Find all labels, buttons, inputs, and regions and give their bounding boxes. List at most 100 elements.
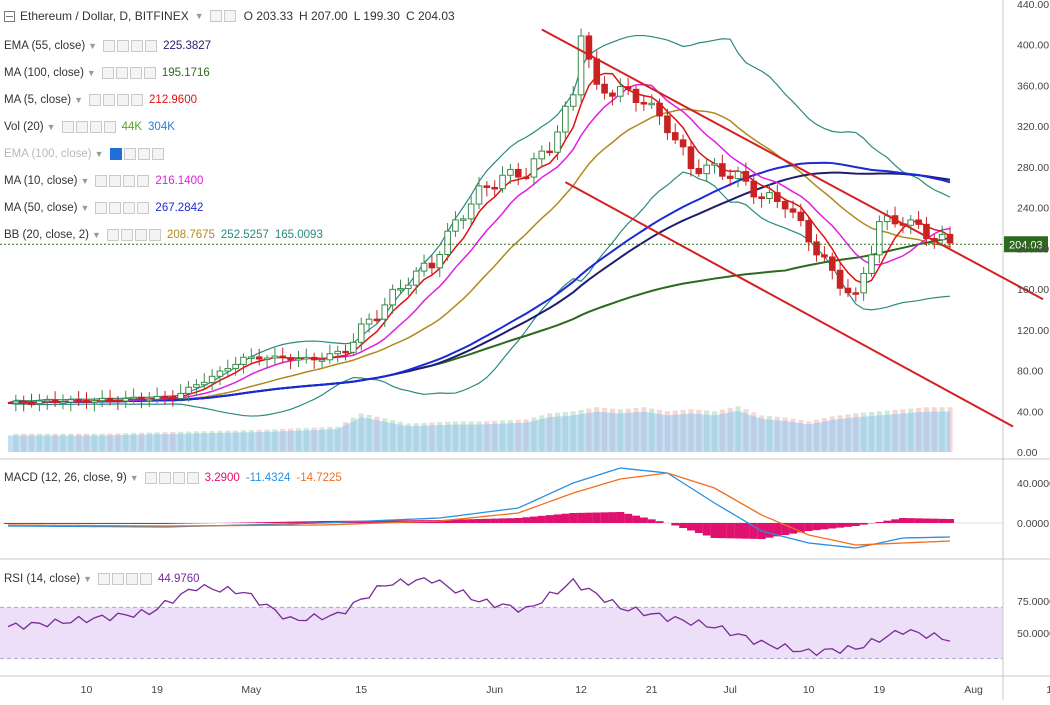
chevron-down-icon[interactable]: ▼ <box>130 473 139 483</box>
macd-histogram-bar <box>734 523 742 539</box>
legend-buttons <box>107 229 161 241</box>
chevron-down-icon[interactable]: ▼ <box>87 68 96 78</box>
eye-icon[interactable] <box>145 472 157 484</box>
chevron-down-icon[interactable]: ▼ <box>81 176 90 186</box>
eye-icon[interactable] <box>210 10 222 22</box>
gear-icon[interactable] <box>109 175 121 187</box>
macd-histogram-bar <box>687 523 695 531</box>
add-icon[interactable] <box>130 67 142 79</box>
collapse-icon[interactable] <box>4 11 15 22</box>
macd-histogram-bar <box>83 523 91 524</box>
close-icon[interactable] <box>137 175 149 187</box>
candle <box>869 255 875 274</box>
legend-row-1[interactable]: MA (100, close)▼195.1716 <box>4 65 216 81</box>
chevron-down-icon[interactable]: ▼ <box>92 230 101 240</box>
legend-row-6[interactable]: MA (50, close)▼267.2842 <box>4 200 209 216</box>
add-icon[interactable] <box>90 121 102 133</box>
macd-histogram-bar <box>459 519 467 523</box>
candle <box>343 351 349 353</box>
macd-histogram-bar <box>718 523 726 538</box>
chevron-down-icon[interactable]: ▼ <box>88 41 97 51</box>
macd-histogram-bar <box>679 523 687 528</box>
chevron-down-icon[interactable]: ▼ <box>95 149 104 159</box>
rsi-legend[interactable]: RSI (14, close)▼44.9760 <box>4 571 206 587</box>
macd-legend[interactable]: MACD (12, 26, close, 9)▼3.2900-11.4324-1… <box>4 470 348 486</box>
candle <box>539 151 545 159</box>
add-icon[interactable] <box>117 94 129 106</box>
candle <box>311 357 317 359</box>
legend-name: RSI (14, close) <box>4 573 80 585</box>
macd-histogram-bar <box>271 522 279 523</box>
candle <box>704 165 710 174</box>
eye-icon[interactable] <box>102 67 114 79</box>
candle <box>861 273 867 292</box>
candle <box>327 354 333 360</box>
gear-icon[interactable] <box>121 229 133 241</box>
candle <box>429 263 435 268</box>
eye-icon[interactable] <box>98 573 110 585</box>
add-icon[interactable] <box>173 472 185 484</box>
close-icon[interactable] <box>104 121 116 133</box>
price-tick-label: 80.00 <box>1017 366 1043 378</box>
chevron-down-icon[interactable]: ▼ <box>83 574 92 584</box>
macd-histogram-bar <box>860 523 868 525</box>
x-axis-tick-label: 19 <box>151 684 163 696</box>
legend-row-0[interactable]: EMA (55, close)▼225.3827 <box>4 38 217 54</box>
candle <box>366 319 372 324</box>
add-icon[interactable] <box>126 573 138 585</box>
gear-icon[interactable] <box>76 121 88 133</box>
chevron-down-icon[interactable]: ▼ <box>81 203 90 213</box>
add-icon[interactable] <box>135 229 147 241</box>
close-icon[interactable] <box>144 67 156 79</box>
close-icon[interactable] <box>131 94 143 106</box>
eye-icon[interactable] <box>95 202 107 214</box>
close-icon[interactable] <box>140 573 152 585</box>
legend-name: BB (20, close, 2) <box>4 229 89 241</box>
macd-histogram-bar <box>930 519 938 523</box>
legend-name: Vol (20) <box>4 121 44 133</box>
candle <box>523 177 529 179</box>
macd-histogram-bar <box>554 514 562 523</box>
chevron-down-icon[interactable]: ▼ <box>195 11 204 21</box>
legend-name: MA (50, close) <box>4 202 78 214</box>
candle <box>657 103 663 116</box>
candle <box>468 204 474 219</box>
chevron-down-icon[interactable]: ▼ <box>47 122 56 132</box>
gear-icon[interactable] <box>224 10 236 22</box>
legend-row-4[interactable]: EMA (100, close)▼ <box>4 146 170 162</box>
gear-icon[interactable] <box>109 202 121 214</box>
gear-icon[interactable] <box>103 94 115 106</box>
legend-value: 212.9600 <box>149 94 197 106</box>
gear-icon[interactable] <box>159 472 171 484</box>
candle <box>186 387 192 393</box>
close-icon[interactable] <box>187 472 199 484</box>
add-icon[interactable] <box>123 175 135 187</box>
macd-histogram-bar <box>585 513 593 523</box>
eye-icon[interactable] <box>110 148 122 160</box>
close-icon[interactable] <box>137 202 149 214</box>
gear-icon[interactable] <box>117 40 129 52</box>
add-icon[interactable] <box>131 40 143 52</box>
close-icon[interactable] <box>152 148 164 160</box>
eye-icon[interactable] <box>103 40 115 52</box>
macd-histogram-bar <box>766 523 774 538</box>
add-icon[interactable] <box>123 202 135 214</box>
eye-icon[interactable] <box>95 175 107 187</box>
gear-icon[interactable] <box>124 148 136 160</box>
legend-row-2[interactable]: MA (5, close)▼212.9600 <box>4 92 203 108</box>
legend-row-5[interactable]: MA (10, close)▼216.1400 <box>4 173 209 189</box>
candle <box>547 151 553 153</box>
add-icon[interactable] <box>138 148 150 160</box>
eye-icon[interactable] <box>107 229 119 241</box>
gear-icon[interactable] <box>112 573 124 585</box>
candle <box>249 357 255 359</box>
candle <box>578 36 584 95</box>
close-icon[interactable] <box>149 229 161 241</box>
chevron-down-icon[interactable]: ▼ <box>74 95 83 105</box>
eye-icon[interactable] <box>62 121 74 133</box>
close-icon[interactable] <box>145 40 157 52</box>
gear-icon[interactable] <box>116 67 128 79</box>
eye-icon[interactable] <box>89 94 101 106</box>
